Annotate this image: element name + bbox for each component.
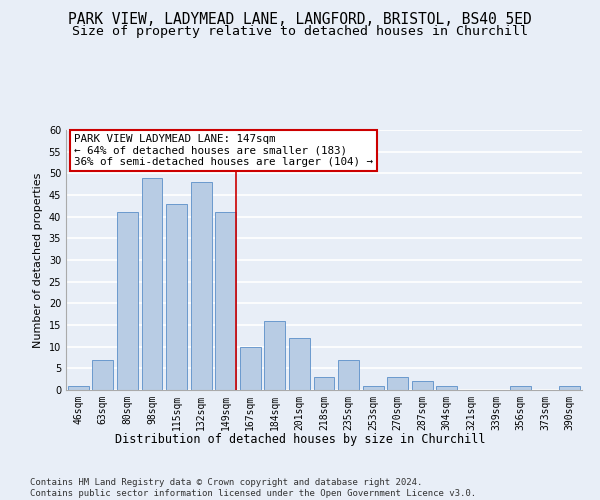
Bar xyxy=(436,386,457,390)
Bar xyxy=(338,360,359,390)
Bar xyxy=(68,386,89,390)
Bar xyxy=(142,178,163,390)
Text: Contains HM Land Registry data © Crown copyright and database right 2024.
Contai: Contains HM Land Registry data © Crown c… xyxy=(30,478,476,498)
Bar xyxy=(559,386,580,390)
Bar xyxy=(191,182,212,390)
Bar xyxy=(92,360,113,390)
Bar xyxy=(387,377,408,390)
Text: PARK VIEW LADYMEAD LANE: 147sqm
← 64% of detached houses are smaller (183)
36% o: PARK VIEW LADYMEAD LANE: 147sqm ← 64% of… xyxy=(74,134,373,167)
Bar xyxy=(166,204,187,390)
Bar xyxy=(215,212,236,390)
Bar xyxy=(362,386,383,390)
Y-axis label: Number of detached properties: Number of detached properties xyxy=(33,172,43,348)
Bar xyxy=(510,386,531,390)
Bar xyxy=(289,338,310,390)
Text: PARK VIEW, LADYMEAD LANE, LANGFORD, BRISTOL, BS40 5ED: PARK VIEW, LADYMEAD LANE, LANGFORD, BRIS… xyxy=(68,12,532,28)
Text: Size of property relative to detached houses in Churchill: Size of property relative to detached ho… xyxy=(72,25,528,38)
Bar xyxy=(265,320,286,390)
Bar xyxy=(240,346,261,390)
Bar xyxy=(117,212,138,390)
Bar xyxy=(412,382,433,390)
Bar xyxy=(314,377,334,390)
Text: Distribution of detached houses by size in Churchill: Distribution of detached houses by size … xyxy=(115,432,485,446)
